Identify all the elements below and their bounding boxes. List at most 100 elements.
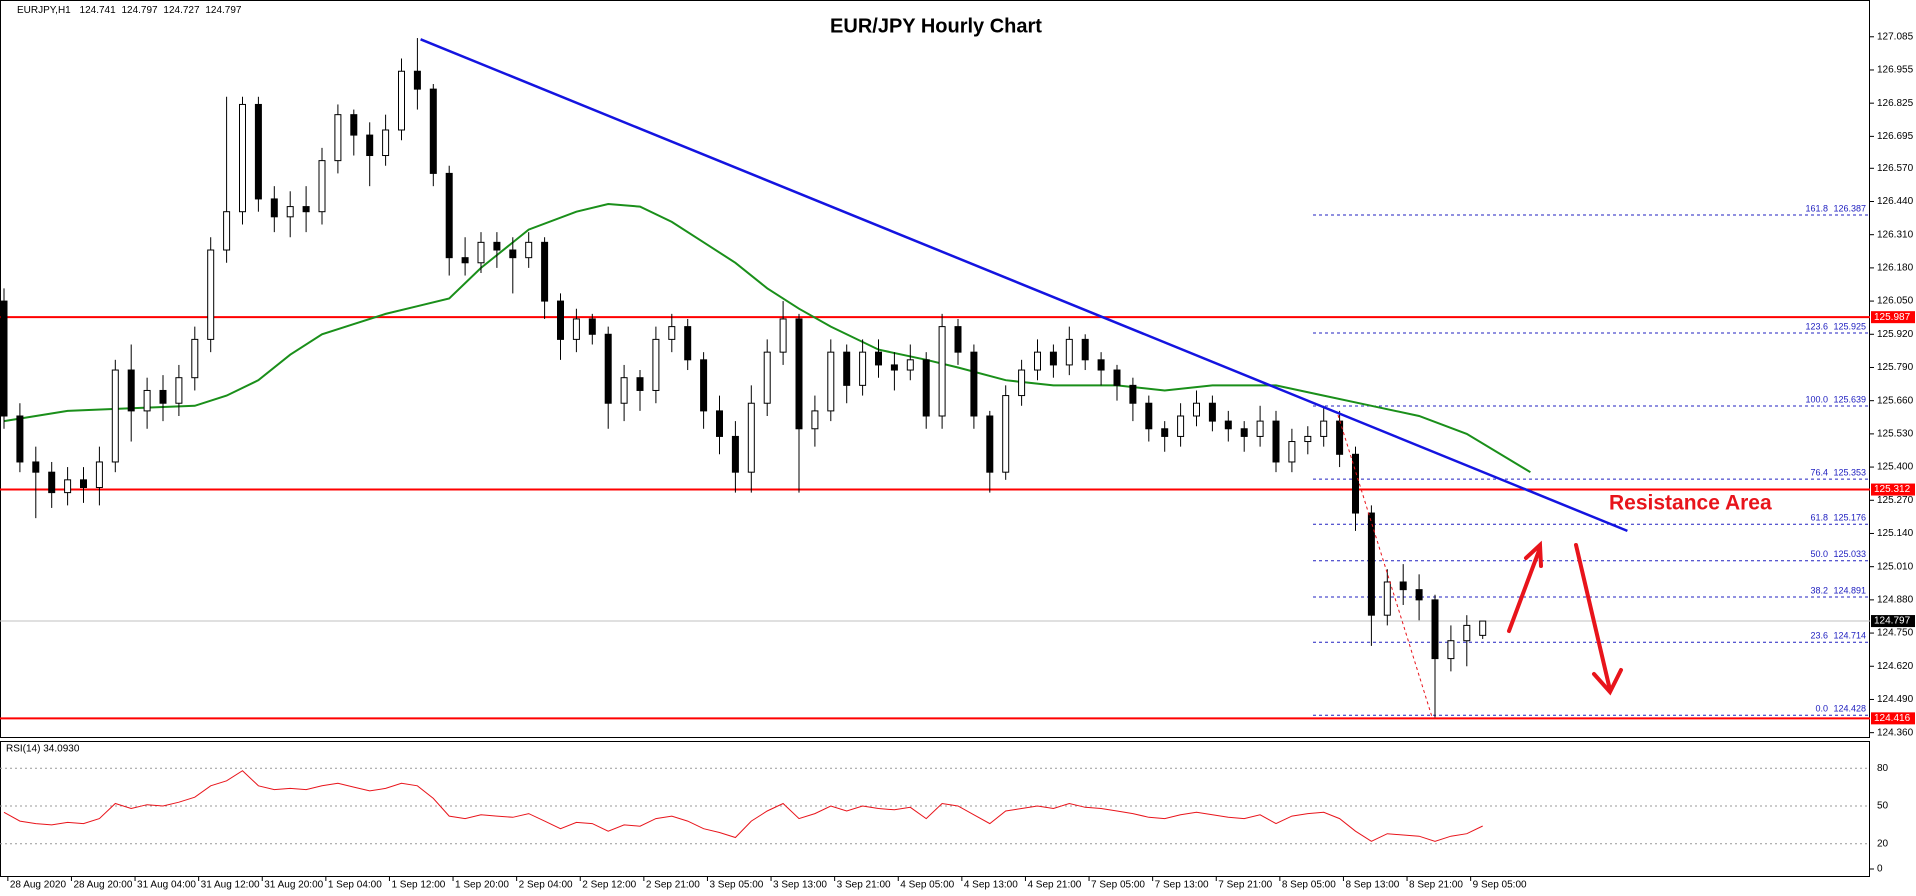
x-tick-label: 7 Sep 05:00 (1091, 880, 1145, 891)
candle-body (223, 211, 231, 251)
y-tick-label: 124.360 (1877, 727, 1914, 738)
header: EURJPY,H1 124.741 124.797 124.727 124.79… (17, 5, 242, 16)
candle-body (143, 389, 151, 412)
y-tick-label: 125.790 (1877, 362, 1914, 373)
candle-body (239, 103, 246, 213)
candle-body (1049, 351, 1057, 366)
rsi-tick-label: 20 (1877, 838, 1889, 849)
candle-body (731, 435, 739, 473)
x-tick-label: 9 Sep 05:00 (1473, 880, 1527, 891)
candle-body (938, 326, 946, 417)
candle-body (16, 415, 24, 463)
candle-body (684, 326, 692, 361)
y-tick-label: 126.955 (1877, 65, 1914, 76)
fib-level: 161.8 (1805, 203, 1828, 213)
candle-body (1177, 415, 1185, 437)
x-tick-label: 3 Sep 21:00 (837, 880, 891, 891)
candle-body (1002, 395, 1010, 473)
candle-body (413, 70, 421, 90)
x-tick-label: 2 Sep 12:00 (582, 880, 636, 891)
candle-body (827, 351, 835, 412)
candle-body (350, 114, 358, 136)
candle-body (127, 369, 135, 412)
candle-body (747, 402, 755, 473)
rsi-tick-label: 80 (1877, 763, 1889, 774)
candle-body (32, 461, 40, 473)
header-high: 124.797 (121, 5, 158, 16)
down-arrow (1574, 543, 1612, 692)
candle-body (541, 241, 549, 302)
rsi-label: RSI(14) 34.0930 (6, 744, 80, 755)
candle-body (1193, 402, 1200, 417)
candle-body (1336, 420, 1344, 455)
candle-body (811, 410, 819, 430)
candle-body (1447, 640, 1455, 660)
rsi-line (3, 770, 1483, 842)
candle-body (763, 351, 771, 404)
symbol: EURJPY,H1 (17, 5, 71, 16)
up-arrow-head (1524, 540, 1543, 568)
candle-body (318, 160, 326, 213)
x-tick-label: 8 Sep 13:00 (1345, 880, 1399, 891)
fib-price: 124.891 (1833, 585, 1866, 595)
candle-body (302, 206, 310, 213)
candle-body (795, 318, 803, 430)
current-price-tag (1871, 615, 1915, 628)
x-tick-label: 28 Aug 20:00 (73, 880, 132, 891)
candle-body (1034, 351, 1041, 371)
x-tick-label: 7 Sep 21:00 (1218, 880, 1272, 891)
x-tick-label: 4 Sep 21:00 (1027, 880, 1081, 891)
fib-level: 38.2 (1810, 585, 1828, 595)
level-tag-label: 124.416 (1874, 713, 1911, 724)
candle-body (80, 479, 87, 489)
fib-price: 125.353 (1833, 467, 1866, 477)
x-tick-label: 3 Sep 05:00 (709, 880, 763, 891)
y-tick-label: 124.620 (1877, 661, 1914, 672)
y-tick-label: 126.310 (1877, 229, 1914, 240)
candle-body (620, 377, 628, 404)
candle-body (1018, 369, 1026, 397)
candle-body (1224, 420, 1232, 430)
header-low: 124.727 (163, 5, 200, 16)
rsi-tick-label: 50 (1877, 801, 1889, 812)
candle-body (668, 326, 676, 340)
candle-body (588, 318, 596, 335)
candle-body (890, 364, 898, 371)
candle-body (652, 338, 660, 391)
annotation: Resistance Area (1609, 492, 1772, 515)
candle-body (1479, 620, 1487, 636)
candle-body (525, 241, 533, 259)
candle-body (111, 369, 119, 463)
candle-body (95, 461, 103, 489)
candle-body (366, 134, 374, 157)
fib-price: 125.925 (1833, 321, 1866, 331)
level-tag (1871, 311, 1915, 324)
candle-body (1145, 402, 1153, 430)
rsi-tick-label: 0 (1877, 864, 1883, 875)
x-tick-label: 1 Sep 12:00 (391, 880, 445, 891)
candle-body (954, 326, 962, 353)
x-tick-label: 4 Sep 05:00 (900, 880, 954, 891)
level-tag (1871, 483, 1915, 496)
candle-body (477, 241, 485, 264)
candle-body (1129, 384, 1137, 404)
fib-level: 23.6 (1810, 631, 1828, 641)
candle-body (1463, 624, 1471, 642)
fib-price: 125.033 (1833, 549, 1866, 559)
candle-body (254, 103, 262, 200)
candle-body (270, 198, 278, 218)
candle-body (429, 88, 437, 174)
trendline (420, 38, 1628, 533)
y-tick-label: 126.695 (1877, 131, 1914, 142)
x-tick-label: 2 Sep 21:00 (646, 880, 700, 891)
x-tick-label: 31 Aug 20:00 (264, 880, 323, 891)
x-tick-label: 4 Sep 13:00 (964, 880, 1018, 891)
candle-body (1352, 453, 1359, 514)
candle-body (509, 249, 517, 259)
candle-body (906, 359, 914, 371)
fib-price: 125.176 (1833, 513, 1866, 523)
fib-level: 61.8 (1810, 513, 1828, 523)
candle-body (1256, 420, 1264, 437)
level-tag-label: 125.312 (1874, 484, 1911, 495)
fib-price: 124.428 (1833, 704, 1866, 714)
